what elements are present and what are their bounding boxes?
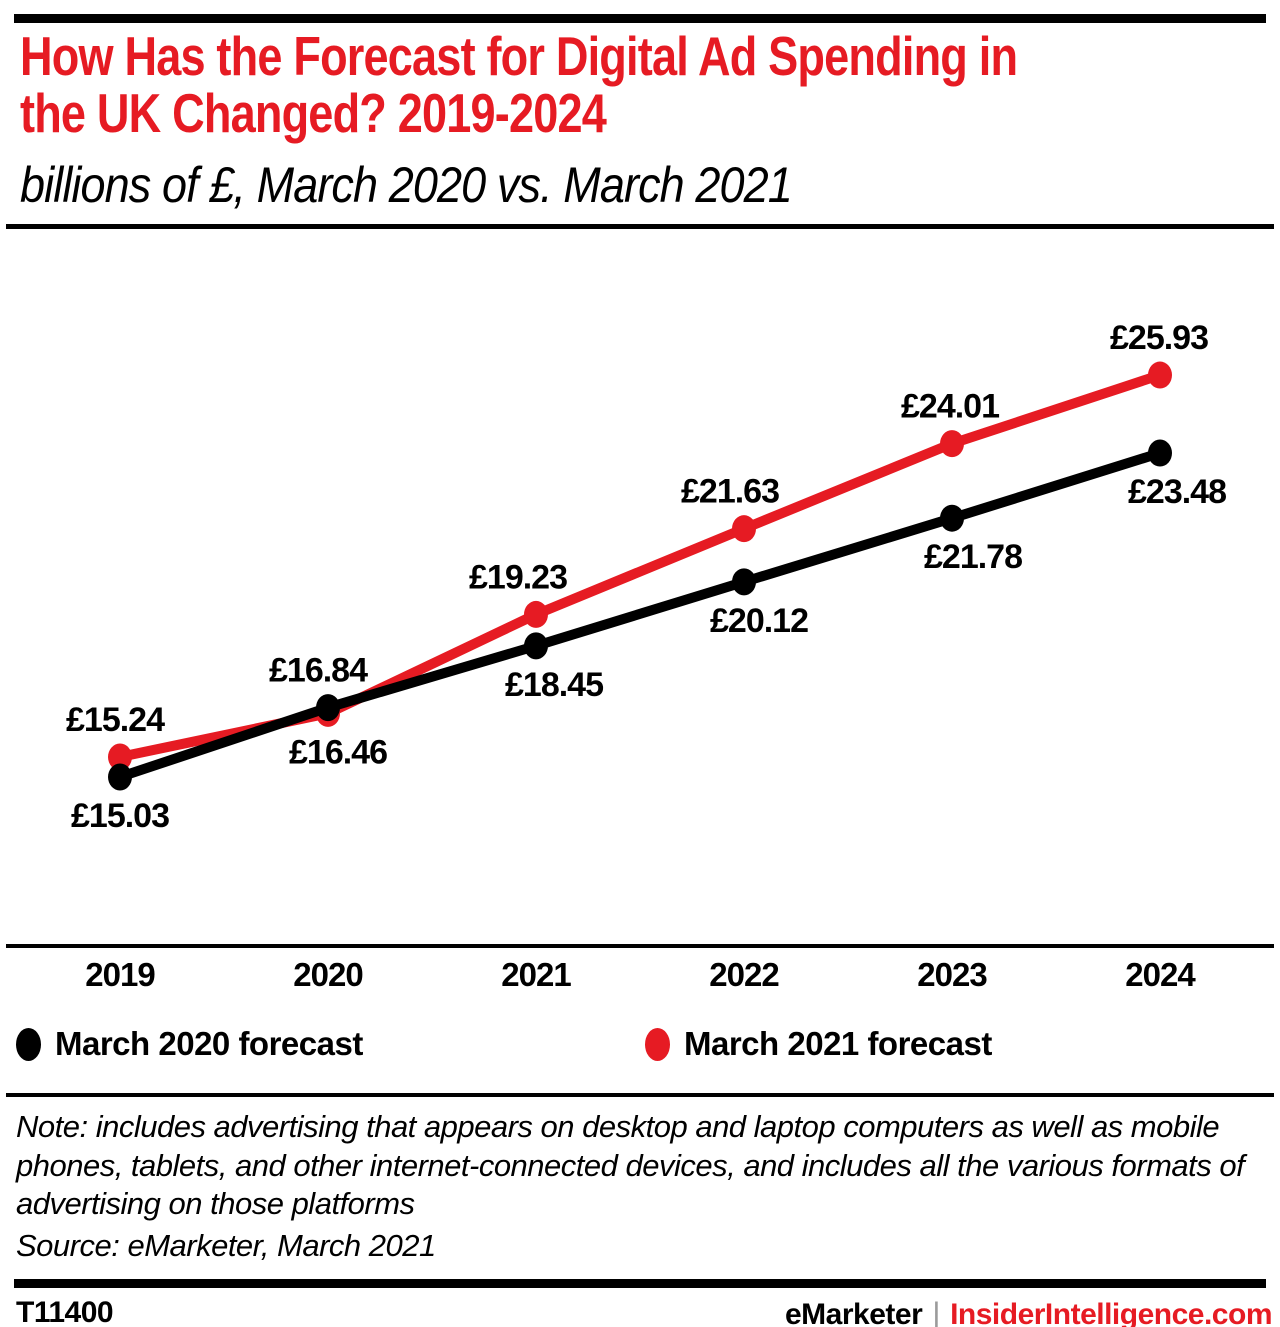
legend-label: March 2021 forecast — [684, 1025, 992, 1062]
footer-branding: eMarketer | InsiderIntelligence.com — [784, 1296, 1273, 1327]
page-subtitle: billions of £, March 2020 vs. March 2021 — [20, 157, 793, 213]
data-point-label: £15.24 — [66, 701, 165, 739]
data-point-dot — [108, 763, 132, 791]
data-point-dot — [524, 632, 548, 660]
series-line-march-2020-forecast — [115, 448, 1165, 782]
chart-note: Note: includes advertising that appears … — [16, 1109, 1245, 1221]
insider-intelligence-link[interactable]: InsiderIntelligence.com — [950, 1297, 1272, 1327]
legend-dot-black-icon — [16, 1027, 41, 1061]
line-chart: £15.24 £16.46 £19.23 £21.63 £24.01 £25.93 £15.… — [66, 319, 1227, 835]
x-tick-2024: 2024 — [1125, 956, 1195, 993]
header-divider — [6, 224, 1274, 229]
data-point-label: £23.48 — [1128, 473, 1226, 511]
note-divider — [6, 1093, 1274, 1097]
data-point-label: £25.93 — [1110, 319, 1208, 357]
data-point-label: £16.84 — [269, 652, 368, 690]
legend-dot-red-icon — [645, 1027, 670, 1061]
data-point-label: £18.45 — [505, 666, 603, 704]
data-point-label: £20.12 — [710, 602, 808, 640]
footer-separator: | — [932, 1296, 941, 1327]
data-point-label: £15.03 — [71, 797, 169, 835]
x-tick-2019: 2019 — [85, 956, 155, 993]
data-point-label: £19.23 — [469, 558, 567, 596]
data-point-dot — [940, 504, 964, 532]
chart-id: T11400 — [16, 1296, 114, 1327]
chart-source: Source: eMarketer, March 2021 — [16, 1228, 436, 1263]
data-point-dot — [316, 694, 340, 722]
x-tick-2020: 2020 — [293, 956, 363, 993]
data-point-label: £24.01 — [901, 388, 999, 426]
data-point-dot — [1148, 361, 1172, 389]
page-title-line2: the UK Changed? 2019-2024 — [20, 82, 607, 144]
data-point-dot — [732, 568, 756, 596]
legend-label: March 2020 forecast — [55, 1025, 363, 1062]
data-point-dot — [524, 600, 548, 628]
legend-item-march-2021: March 2021 forecast — [645, 1024, 992, 1064]
x-axis-line — [6, 944, 1274, 948]
top-rule — [14, 14, 1266, 23]
data-point-label: £21.78 — [924, 538, 1022, 576]
legend-item-march-2020: March 2020 forecast — [16, 1024, 363, 1064]
data-point-label: £21.63 — [681, 473, 779, 511]
data-point-dot — [940, 430, 964, 458]
emarketer-logo: eMarketer — [784, 1297, 923, 1327]
x-tick-2021: 2021 — [501, 956, 571, 993]
data-point-dot — [1148, 439, 1172, 467]
data-point-dot — [732, 515, 756, 543]
page-title: How Has the Forecast for Digital Ad Spen… — [20, 25, 1018, 144]
footer-rule — [14, 1279, 1266, 1288]
page-title-line1: How Has the Forecast for Digital Ad Spen… — [20, 25, 1018, 87]
x-tick-2022: 2022 — [709, 956, 779, 993]
data-point-dot — [108, 743, 132, 771]
data-point-label: £16.46 — [289, 733, 387, 771]
x-tick-2023: 2023 — [917, 956, 987, 993]
